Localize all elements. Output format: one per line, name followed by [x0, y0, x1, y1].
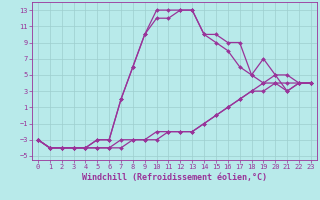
X-axis label: Windchill (Refroidissement éolien,°C): Windchill (Refroidissement éolien,°C)	[82, 173, 267, 182]
